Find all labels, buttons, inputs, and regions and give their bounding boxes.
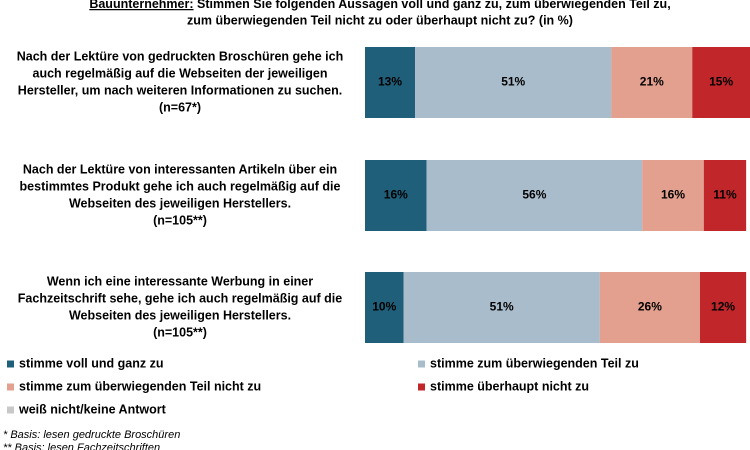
value-label: 16% xyxy=(661,188,685,202)
chart-title: Bauunternehmer: Stimmen Sie folgenden Au… xyxy=(89,0,670,11)
value-label: 15% xyxy=(709,75,733,89)
bar-segment xyxy=(642,160,704,231)
category-label: Nach der Lektüre von interessanten Artik… xyxy=(23,162,337,176)
value-label: 11% xyxy=(713,188,737,202)
legend-label: stimme überhaupt nicht zu xyxy=(430,379,589,393)
title-prefix: Bauunternehmer: xyxy=(89,0,193,11)
chart-title: zum überwiegenden Teil nicht zu oder übe… xyxy=(187,13,573,27)
legend-label: stimme voll und ganz zu xyxy=(19,356,163,370)
category-label: Nach der Lektüre von gedruckten Broschür… xyxy=(17,49,343,63)
bar-segment xyxy=(415,47,612,118)
category-label: Wenn ich eine interessante Werbung in ei… xyxy=(47,274,313,288)
bar-segment xyxy=(611,47,693,118)
bar-segment xyxy=(699,272,747,343)
value-label: 16% xyxy=(384,188,408,202)
bar-segment xyxy=(403,272,600,343)
legend-swatch xyxy=(7,360,14,368)
value-label: 51% xyxy=(501,75,525,89)
legend-label: stimme zum überwiegenden Teil zu xyxy=(430,356,639,370)
category-label: Webseiten des jeweiligen Herstellers. xyxy=(69,196,291,210)
legend-swatch xyxy=(7,383,14,391)
category-label: (n=105**) xyxy=(153,213,207,227)
category-label: Fachzeitschrift sehe, gehe ich auch rege… xyxy=(18,291,342,305)
title-line: Stimmen Sie folgenden Aussagen voll und … xyxy=(197,0,671,11)
footnote: * Basis: lesen gedruckte Broschüren xyxy=(3,429,180,441)
legend-swatch xyxy=(7,406,14,414)
footnote: ** Basis: lesen Fachzeitschriften xyxy=(3,442,160,450)
category-label: auch regelmäßig auf die Webseiten der je… xyxy=(33,66,328,80)
bar-segment xyxy=(703,160,747,231)
category-label: bestimmtes Produkt gehe ich auch regelmä… xyxy=(20,179,341,193)
value-label: 12% xyxy=(711,300,735,314)
legend-swatch xyxy=(418,360,425,368)
bar-segment xyxy=(599,272,700,343)
value-label: 56% xyxy=(522,188,546,202)
bar-segment xyxy=(365,47,416,118)
category-label: (n=67*) xyxy=(159,100,201,114)
bar-segment xyxy=(426,160,643,231)
value-label: 51% xyxy=(490,300,514,314)
bar-segment xyxy=(365,272,404,343)
value-label: 10% xyxy=(372,300,396,314)
category-label: Hersteller, um nach weiteren Information… xyxy=(18,83,342,97)
legend-label: stimme zum überwiegenden Teil nicht zu xyxy=(19,379,261,393)
bar-segment xyxy=(692,47,750,118)
legend-label: weiß nicht/keine Antwort xyxy=(18,402,167,416)
category-label: (n=105**) xyxy=(153,325,207,339)
value-label: 21% xyxy=(640,75,664,89)
category-label: Webseiten des jeweiligen Herstellers. xyxy=(69,308,291,322)
value-label: 13% xyxy=(378,75,402,89)
legend-swatch xyxy=(418,383,425,391)
value-label: 26% xyxy=(638,300,662,314)
bar-segment xyxy=(365,160,427,231)
